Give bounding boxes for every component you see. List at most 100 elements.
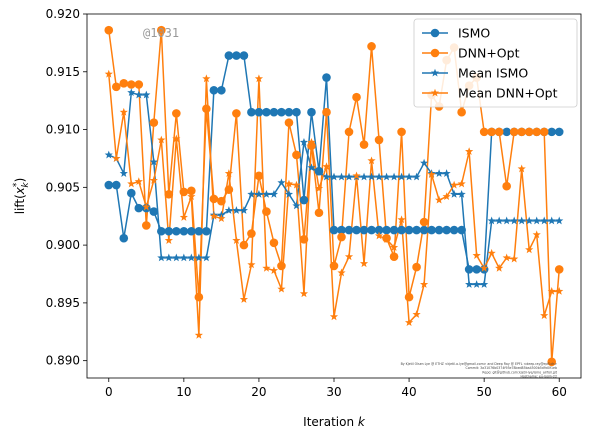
data-point: [435, 169, 444, 177]
data-point: [397, 215, 406, 224]
data-point: [479, 127, 489, 137]
data-point: [134, 177, 143, 186]
chart-annotation: @1031: [143, 26, 179, 40]
data-point: [554, 127, 564, 137]
legend-marker: [430, 68, 440, 77]
data-point: [217, 85, 226, 95]
data-point: [480, 280, 489, 288]
data-point: [374, 231, 384, 240]
data-point: [247, 229, 256, 238]
data-point: [262, 263, 271, 272]
data-point: [247, 107, 256, 117]
data-point: [442, 192, 451, 201]
data-point: [540, 216, 549, 225]
data-point: [104, 150, 113, 159]
y-tick-label: 0.895: [46, 296, 80, 310]
data-point: [307, 141, 316, 151]
data-point: [194, 253, 203, 262]
data-point: [389, 243, 399, 251]
data-point: [239, 295, 248, 303]
data-point: [397, 127, 406, 137]
data-point: [239, 206, 248, 214]
data-point: [262, 207, 271, 216]
data-point: [187, 226, 196, 236]
data-point: [472, 265, 481, 274]
data-point: [382, 225, 391, 235]
data-point: [299, 235, 309, 244]
data-point: [352, 225, 361, 235]
data-point: [247, 189, 256, 198]
data-point: [359, 172, 369, 181]
data-point: [337, 232, 346, 242]
data-point: [419, 217, 429, 227]
data-point: [412, 310, 421, 318]
data-point: [119, 107, 128, 116]
data-point: [359, 259, 369, 268]
data-point: [299, 137, 309, 146]
x-tick-label: 60: [552, 385, 567, 399]
data-point: [495, 216, 504, 225]
data-point: [209, 194, 219, 204]
data-point: [420, 158, 429, 167]
data-point: [292, 107, 301, 117]
data-point: [292, 201, 301, 210]
data-point: [525, 216, 534, 225]
data-point: [262, 107, 271, 117]
data-point: [547, 287, 556, 295]
data-point: [119, 169, 128, 177]
data-point: [502, 127, 511, 137]
data-point: [442, 169, 451, 177]
legend-item-2: Mean ISMO: [422, 66, 528, 81]
data-point: [284, 179, 294, 188]
data-point: [277, 107, 286, 117]
data-point: [104, 180, 114, 190]
data-point: [269, 238, 279, 248]
data-point: [344, 225, 354, 235]
data-point: [524, 127, 534, 137]
data-point: [337, 172, 346, 181]
data-point: [172, 226, 181, 236]
series-markers-2: [104, 88, 564, 288]
data-point: [224, 206, 233, 214]
data-point: [194, 226, 204, 236]
data-point: [464, 265, 474, 274]
data-point: [367, 156, 376, 165]
data-point: [254, 74, 264, 83]
data-point: [134, 80, 144, 89]
legend-marker: [430, 28, 440, 38]
data-point: [179, 226, 189, 236]
data-point: [367, 172, 376, 181]
x-axis-ticks: 0 10 20 30 40 50 60: [105, 378, 567, 399]
data-point: [172, 134, 181, 143]
data-point: [547, 357, 557, 367]
legend: ISMO DNN+Opt Mean ISMO Mean DNN+Opt: [413, 18, 578, 108]
credit-line: By Kjetil Olsen Lye @ ETHZ <kjetil.o.lye…: [401, 362, 558, 366]
data-point: [472, 280, 481, 288]
data-point: [202, 74, 211, 83]
data-point: [149, 157, 158, 166]
data-point: [502, 216, 511, 225]
data-point: [157, 25, 166, 35]
data-point: [202, 253, 211, 262]
legend-marker: [430, 48, 440, 58]
data-point: [510, 254, 519, 263]
data-point: [134, 90, 143, 99]
data-point: [532, 127, 542, 137]
data-point: [127, 179, 136, 188]
data-point: [547, 216, 556, 225]
data-point: [292, 150, 301, 160]
data-point: [382, 172, 391, 181]
data-point: [532, 216, 541, 225]
y-tick-label: 0.915: [46, 65, 80, 79]
credit-line: Hostname: eu-login-22: [521, 375, 558, 379]
data-point: [232, 206, 241, 214]
data-point: [307, 163, 316, 172]
data-point: [397, 225, 406, 235]
data-point: [134, 203, 144, 213]
data-point: [487, 248, 496, 257]
data-point: [157, 253, 166, 262]
credit-line: Repo: git@github.com:kjetil-lye/ismo_air…: [482, 370, 557, 374]
data-point: [172, 253, 181, 262]
legend-item-3: Mean DNN+Opt: [422, 86, 558, 101]
data-point: [224, 51, 234, 60]
